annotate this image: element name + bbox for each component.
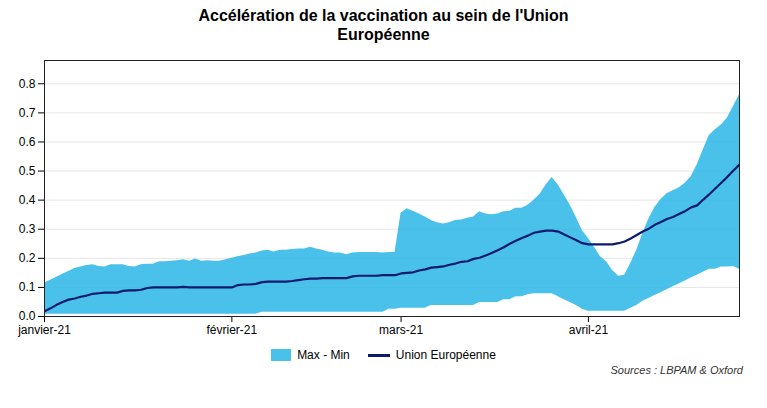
svg-text:février-21: février-21: [207, 323, 258, 337]
svg-text:janvier-21: janvier-21: [17, 323, 71, 337]
html-text:Sources : LBPAM & Oxford: Sources : LBPAM & Oxford: [610, 364, 743, 377]
svg-text:0.2: 0.2: [19, 252, 36, 266]
svg-text:0.6: 0.6: [19, 135, 36, 149]
svg-text:0.5: 0.5: [19, 164, 36, 178]
svg-text:mars-21: mars-21: [379, 323, 423, 337]
svg-text:0.8: 0.8: [19, 77, 36, 91]
html-text:Accélération de la vaccination: Accélération de la vaccination au sein d…: [198, 7, 569, 44]
svg-text:0.4: 0.4: [19, 193, 36, 207]
html-text:Union Européenne: Union Européenne: [395, 348, 496, 363]
svg-text:0.1: 0.1: [19, 281, 36, 295]
svg-text:0.3: 0.3: [19, 222, 36, 236]
svg-text:avril-21: avril-21: [569, 323, 609, 337]
svg-text:0.7: 0.7: [19, 106, 36, 120]
html-text:Max - Min: Max - Min: [297, 348, 350, 363]
svg-text:0.0: 0.0: [19, 310, 36, 324]
